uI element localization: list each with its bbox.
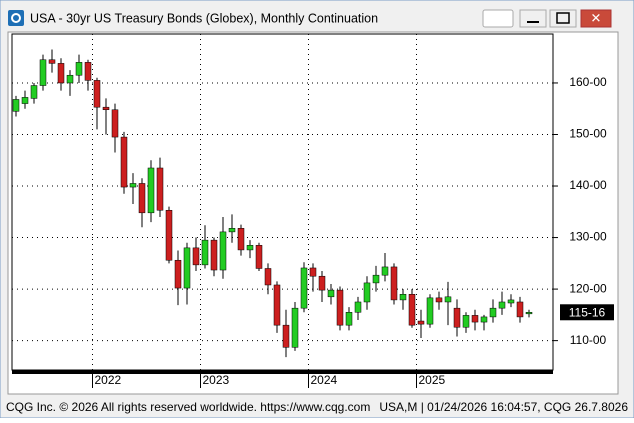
candle-body xyxy=(453,307,461,328)
candle-body xyxy=(372,274,380,284)
candle-body xyxy=(30,85,38,99)
candle-body xyxy=(21,97,29,104)
candle-body xyxy=(39,59,47,86)
candle-body xyxy=(525,312,533,315)
candle-body xyxy=(444,296,452,303)
close-button[interactable] xyxy=(580,9,612,28)
candle-body xyxy=(417,320,425,325)
candle-body xyxy=(156,167,164,211)
candle-body xyxy=(210,239,218,271)
close-glyph: ✕ xyxy=(591,10,602,25)
candle-body xyxy=(498,301,506,309)
candle-body xyxy=(507,299,515,304)
candle-body xyxy=(237,228,245,251)
window-title: USA - 30yr US Treasury Bonds (Globex), M… xyxy=(30,11,378,25)
candle-body xyxy=(93,80,101,108)
candle-body xyxy=(201,239,209,266)
candle-body xyxy=(102,106,110,111)
candle-body xyxy=(363,282,371,303)
candle-body xyxy=(327,289,335,298)
candle-body xyxy=(57,63,65,84)
minimize-button[interactable] xyxy=(519,9,547,28)
x-tick-label: 2022 xyxy=(95,373,122,387)
candle-body xyxy=(516,301,524,318)
candle-body xyxy=(408,293,416,326)
link-button[interactable] xyxy=(482,9,514,28)
candle-body xyxy=(282,324,290,348)
candle-body xyxy=(219,231,227,271)
candle-body xyxy=(381,266,389,276)
candle-body xyxy=(75,62,83,76)
x-tick-label: 2025 xyxy=(419,373,446,387)
y-tick-label: 160-00 xyxy=(569,75,607,89)
candle-body xyxy=(246,245,254,251)
candle-body xyxy=(336,289,344,326)
footer-right: USA,M | 01/24/2026 16:04:57, CQG 26.7.80… xyxy=(379,400,628,414)
candle-body xyxy=(345,312,353,326)
x-tick-label: 2023 xyxy=(203,373,230,387)
maximize-glyph xyxy=(556,12,570,24)
candle-body xyxy=(120,136,128,188)
candle-body xyxy=(138,183,146,214)
last-price-box xyxy=(560,304,614,321)
candle-body xyxy=(183,247,191,289)
candle-body xyxy=(12,99,20,112)
candle-body xyxy=(264,268,272,286)
y-tick-label: 120-00 xyxy=(569,281,607,295)
candle-body xyxy=(48,59,56,64)
candle-body xyxy=(309,267,317,277)
candle-body xyxy=(291,307,299,348)
candle-body xyxy=(480,316,488,323)
candle-body xyxy=(255,245,263,269)
y-tick-label: 110-00 xyxy=(570,333,607,347)
candle-body xyxy=(489,307,497,318)
candle-body xyxy=(174,259,182,289)
candle-body xyxy=(228,228,236,233)
plot: 110-00 120-00 130-00 140-00 150-00 160-00 2022… xyxy=(12,34,614,388)
candle-body xyxy=(462,315,470,328)
candle-body xyxy=(390,266,398,301)
candle-body xyxy=(66,74,74,84)
candle-body xyxy=(147,167,155,214)
candle-body xyxy=(399,293,407,301)
candle-body xyxy=(273,284,281,326)
candle-body xyxy=(111,109,119,138)
app-icon xyxy=(8,10,24,26)
y-tick-label: 130-00 xyxy=(569,230,607,244)
app-icon-glyph xyxy=(11,13,21,23)
candle-body xyxy=(426,297,434,325)
candle-body xyxy=(300,267,308,309)
y-tick-label: 150-00 xyxy=(569,127,607,141)
footer-left: CQG Inc. © 2026 All rights reserved worl… xyxy=(6,400,370,414)
x-tick-label: 2024 xyxy=(311,373,338,387)
candle-body xyxy=(192,247,200,266)
candle-body xyxy=(318,275,326,291)
candle-body xyxy=(129,183,137,188)
candle-body xyxy=(471,315,479,323)
y-tick-label: 140-00 xyxy=(569,178,607,192)
time-strip xyxy=(12,370,553,374)
candle-body xyxy=(84,62,92,81)
candle-body xyxy=(354,301,362,313)
candle-body xyxy=(165,209,173,261)
candle-body xyxy=(435,297,443,303)
last-price-label: 115-16 xyxy=(569,305,606,319)
